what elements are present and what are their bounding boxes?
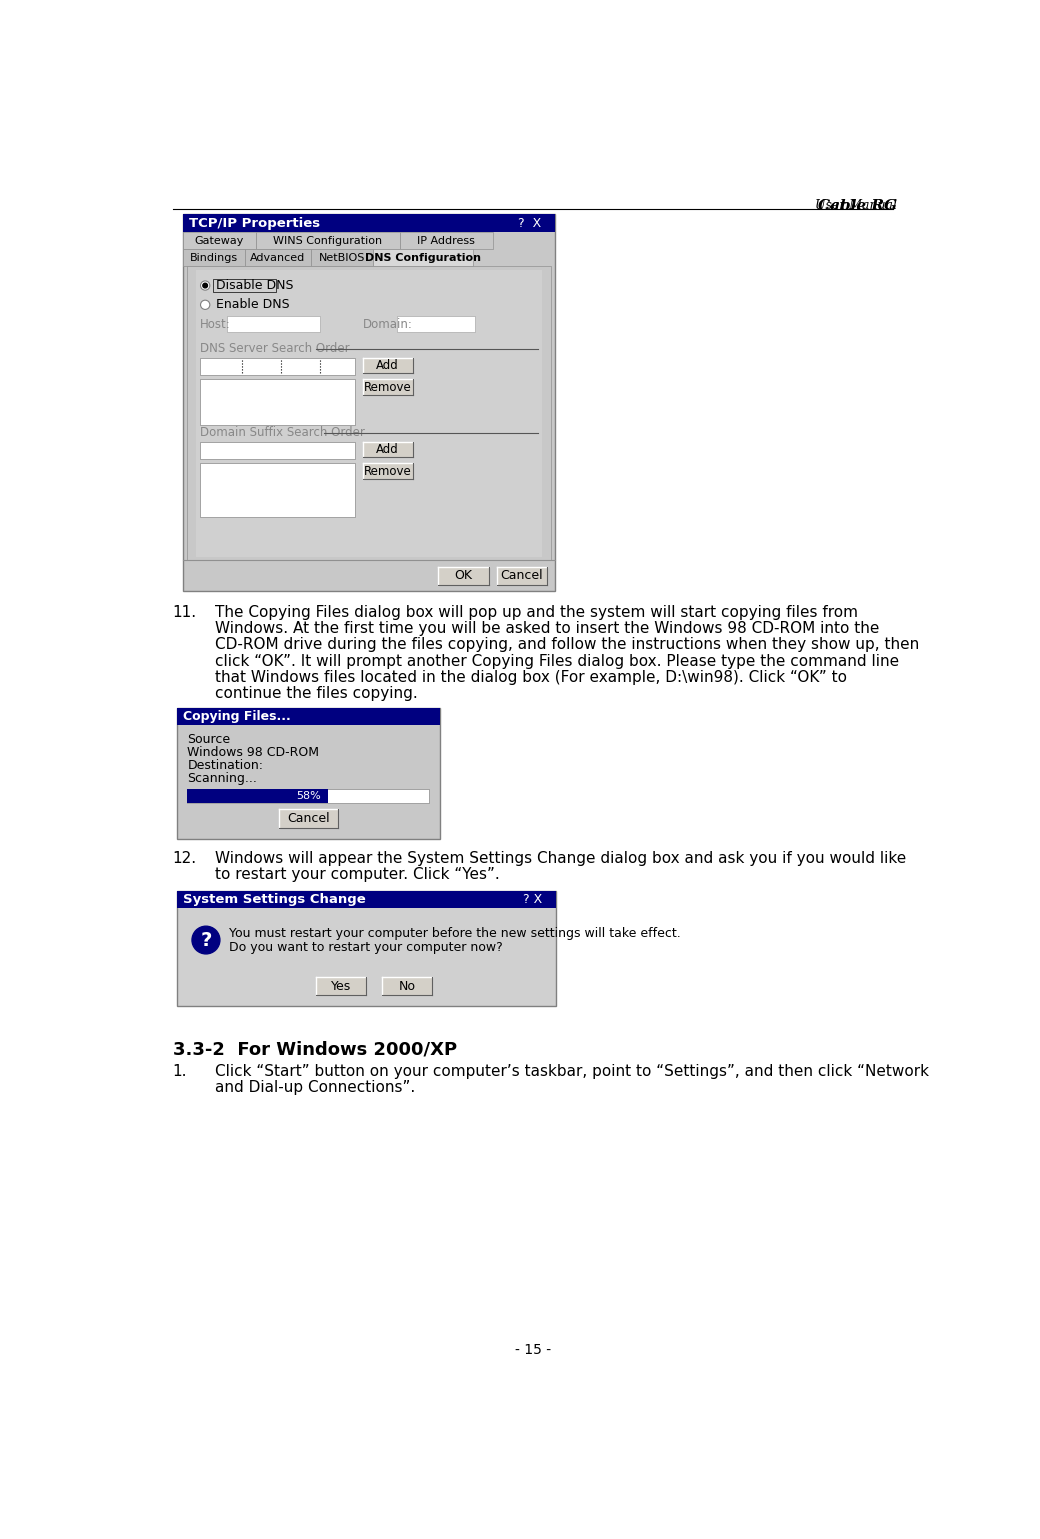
FancyBboxPatch shape bbox=[177, 708, 440, 839]
FancyBboxPatch shape bbox=[186, 266, 551, 560]
Text: 58%: 58% bbox=[295, 791, 320, 802]
Text: Yes: Yes bbox=[331, 980, 352, 993]
FancyBboxPatch shape bbox=[399, 232, 493, 249]
Text: Source: Source bbox=[187, 733, 231, 746]
FancyBboxPatch shape bbox=[397, 317, 475, 332]
Text: 11.: 11. bbox=[173, 605, 197, 620]
FancyBboxPatch shape bbox=[256, 232, 399, 249]
FancyBboxPatch shape bbox=[200, 442, 355, 459]
Text: ? X: ? X bbox=[523, 893, 543, 906]
Text: Scanning...: Scanning... bbox=[187, 773, 257, 785]
Text: Windows will appear the System Settings Change dialog box and ask you if you wou: Windows will appear the System Settings … bbox=[215, 851, 907, 866]
Text: TCP/IP Properties: TCP/IP Properties bbox=[189, 217, 320, 229]
Circle shape bbox=[201, 282, 210, 291]
Text: Copying Files...: Copying Files... bbox=[183, 711, 290, 723]
Text: - 15 -: - 15 - bbox=[515, 1344, 551, 1357]
FancyBboxPatch shape bbox=[196, 271, 542, 557]
FancyBboxPatch shape bbox=[496, 566, 547, 585]
Text: DNS Server Search Order: DNS Server Search Order bbox=[200, 342, 349, 356]
Text: Add: Add bbox=[376, 359, 399, 372]
Text: Advanced: Advanced bbox=[250, 252, 306, 263]
Text: Windows 98 CD-ROM: Windows 98 CD-ROM bbox=[187, 746, 319, 759]
FancyBboxPatch shape bbox=[183, 214, 554, 232]
Text: Add: Add bbox=[376, 443, 399, 456]
FancyBboxPatch shape bbox=[363, 463, 413, 479]
Text: to restart your computer. Click “Yes”.: to restart your computer. Click “Yes”. bbox=[215, 866, 500, 882]
Text: Cable RG: Cable RG bbox=[818, 199, 898, 212]
FancyBboxPatch shape bbox=[363, 359, 413, 374]
Text: User Manual: User Manual bbox=[772, 199, 898, 211]
Text: that Windows files located in the dialog box (For example, D:\win98). Click “OK”: that Windows files located in the dialog… bbox=[215, 669, 848, 685]
FancyBboxPatch shape bbox=[183, 232, 256, 249]
FancyBboxPatch shape bbox=[363, 442, 413, 457]
Text: and Dial-up Connections”.: and Dial-up Connections”. bbox=[215, 1080, 416, 1096]
FancyBboxPatch shape bbox=[363, 380, 413, 396]
FancyBboxPatch shape bbox=[200, 379, 355, 425]
FancyBboxPatch shape bbox=[183, 249, 244, 266]
Text: Gateway: Gateway bbox=[194, 235, 244, 246]
Text: 3.3-2  For Windows 2000/XP: 3.3-2 For Windows 2000/XP bbox=[173, 1040, 457, 1059]
FancyBboxPatch shape bbox=[382, 977, 433, 996]
Text: Bindings: Bindings bbox=[189, 252, 238, 263]
Text: You must restart your computer before the new settings will take effect.: You must restart your computer before th… bbox=[229, 926, 681, 940]
Text: OK: OK bbox=[454, 569, 472, 582]
Text: Click “Start” button on your computer’s taskbar, point to “Settings”, and then c: Click “Start” button on your computer’s … bbox=[215, 1063, 930, 1079]
FancyBboxPatch shape bbox=[177, 891, 556, 908]
Text: System Settings Change: System Settings Change bbox=[183, 893, 365, 906]
Text: Destination:: Destination: bbox=[187, 759, 263, 773]
Text: Cancel: Cancel bbox=[287, 813, 330, 825]
Text: ?: ? bbox=[201, 931, 211, 950]
Text: ?  X: ? X bbox=[518, 217, 542, 229]
Text: Host:: Host: bbox=[200, 317, 231, 331]
FancyBboxPatch shape bbox=[227, 317, 320, 332]
Text: Disable DNS: Disable DNS bbox=[216, 279, 293, 292]
Text: Cancel: Cancel bbox=[500, 569, 543, 582]
Text: Windows. At the first time you will be asked to insert the Windows 98 CD-ROM int: Windows. At the first time you will be a… bbox=[215, 622, 880, 636]
FancyBboxPatch shape bbox=[177, 891, 556, 1007]
FancyBboxPatch shape bbox=[200, 359, 355, 376]
FancyBboxPatch shape bbox=[183, 214, 554, 591]
FancyBboxPatch shape bbox=[213, 280, 277, 292]
FancyBboxPatch shape bbox=[372, 249, 473, 266]
Circle shape bbox=[203, 283, 208, 288]
Text: Domain Suffix Search Order: Domain Suffix Search Order bbox=[200, 426, 365, 439]
Text: Enable DNS: Enable DNS bbox=[216, 299, 290, 311]
Text: Domain:: Domain: bbox=[363, 317, 413, 331]
Text: IP Address: IP Address bbox=[417, 235, 475, 246]
Text: DNS Configuration: DNS Configuration bbox=[365, 252, 480, 263]
FancyBboxPatch shape bbox=[177, 708, 440, 725]
Text: Remove: Remove bbox=[364, 380, 412, 394]
Text: click “OK”. It will prompt another Copying Files dialog box. Please type the com: click “OK”. It will prompt another Copyi… bbox=[215, 654, 900, 668]
FancyBboxPatch shape bbox=[316, 977, 366, 996]
Text: No: No bbox=[398, 980, 416, 993]
FancyBboxPatch shape bbox=[279, 810, 338, 828]
FancyBboxPatch shape bbox=[187, 790, 430, 803]
Circle shape bbox=[192, 926, 219, 954]
FancyBboxPatch shape bbox=[187, 790, 328, 803]
FancyBboxPatch shape bbox=[244, 249, 311, 266]
FancyBboxPatch shape bbox=[200, 463, 355, 517]
Text: The Copying Files dialog box will pop up and the system will start copying files: The Copying Files dialog box will pop up… bbox=[215, 605, 858, 620]
Text: Do you want to restart your computer now?: Do you want to restart your computer now… bbox=[229, 940, 503, 954]
Text: CD-ROM drive during the files copying, and follow the instructions when they sho: CD-ROM drive during the files copying, a… bbox=[215, 637, 919, 653]
FancyBboxPatch shape bbox=[439, 566, 489, 585]
Text: 12.: 12. bbox=[173, 851, 197, 866]
Text: continue the files copying.: continue the files copying. bbox=[215, 686, 418, 700]
Text: NetBIOS: NetBIOS bbox=[318, 252, 365, 263]
Circle shape bbox=[201, 300, 210, 309]
Text: 1.: 1. bbox=[173, 1063, 187, 1079]
FancyBboxPatch shape bbox=[311, 249, 372, 266]
Text: WINS Configuration: WINS Configuration bbox=[274, 235, 383, 246]
Text: Remove: Remove bbox=[364, 465, 412, 477]
